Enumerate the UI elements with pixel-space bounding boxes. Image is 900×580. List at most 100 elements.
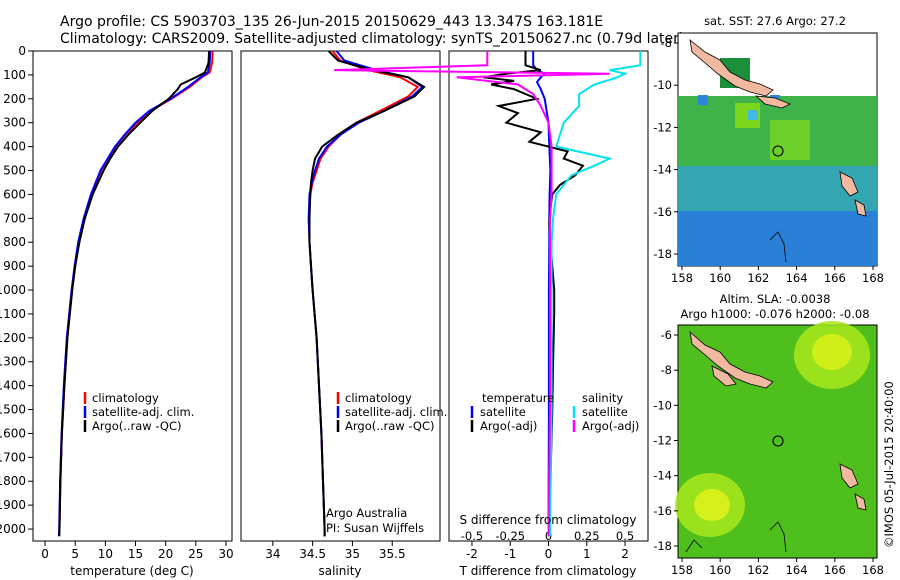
legend-satellite-adj: satellite-adj. clim. bbox=[92, 405, 194, 419]
header-line-1: Argo profile: CS 5903703_135 26-Jun-2015… bbox=[60, 14, 603, 30]
argo-float-marker bbox=[772, 145, 784, 157]
sst-map-title: sat. SST: 27.6 Argo: 27.2 bbox=[704, 14, 846, 28]
lat-tick-label: -10 bbox=[653, 78, 672, 92]
lat-tick-label: -8 bbox=[661, 363, 672, 377]
depth-tick-label: 700 bbox=[3, 211, 26, 225]
series-line-satellite bbox=[307, 50, 425, 537]
lon-tick-label: 168 bbox=[862, 271, 884, 285]
salinity-panel bbox=[240, 50, 441, 542]
salinity-plot: 34 34.5 35 35.5 bbox=[265, 50, 426, 561]
series-line-satellite bbox=[57, 50, 212, 537]
depth-tick-label: 1700 bbox=[0, 450, 26, 464]
lon-tick-label: 168 bbox=[862, 563, 884, 577]
salinity-legend: climatology satellite-adj. clim. Argo(..… bbox=[336, 391, 447, 433]
difference-legend: temperature salinity satellite Argo(-adj… bbox=[470, 391, 639, 433]
depth-tick-label: 1100 bbox=[0, 307, 26, 321]
argo-float-marker bbox=[772, 435, 784, 447]
legend-climatology: climatology bbox=[92, 391, 159, 405]
sla-map-title-2: Argo h1000: -0.076 h2000: -0.08 bbox=[680, 307, 869, 321]
temperature-plot: 0 5 10 15 20 25 30 bbox=[41, 50, 234, 561]
series-line-argo bbox=[483, 51, 585, 537]
temperature-axis-label: temperature (deg C) bbox=[70, 564, 193, 578]
sst-coastline bbox=[754, 95, 791, 109]
sst-coastline bbox=[854, 199, 867, 217]
sla-high-core bbox=[694, 489, 730, 521]
legend-t-satellite: satellite bbox=[480, 405, 526, 419]
sst-coastline bbox=[839, 171, 859, 197]
temperature-panel bbox=[32, 50, 233, 542]
depth-tick-label: 800 bbox=[3, 235, 26, 249]
legend-argo: Argo(..raw -QC) bbox=[345, 419, 435, 433]
legend-s-satellite: satellite bbox=[582, 405, 628, 419]
x-tick-label: 10 bbox=[98, 547, 113, 561]
lon-tick-label: 164 bbox=[786, 271, 808, 285]
sla-coastline bbox=[711, 365, 737, 387]
legend-t-argo: Argo(-adj) bbox=[480, 419, 537, 433]
x-tick-label: 5 bbox=[71, 547, 79, 561]
sla-map bbox=[675, 321, 878, 559]
annotation-argo-australia: Argo Australia bbox=[326, 506, 407, 520]
depth-tick-label: 400 bbox=[3, 140, 26, 154]
sst-coastline bbox=[689, 39, 774, 97]
sla-high-core bbox=[812, 334, 852, 370]
legend-satellite-adj: satellite-adj. clim. bbox=[345, 405, 447, 419]
depth-tick-label: 500 bbox=[3, 164, 26, 178]
series-line-climatology bbox=[58, 50, 214, 537]
depth-tick-label: 1300 bbox=[0, 355, 26, 369]
x-tick-label: -2 bbox=[466, 547, 478, 561]
series-line-argo bbox=[308, 50, 426, 537]
depth-tick-label: 1800 bbox=[0, 474, 26, 488]
annotation-pi: PI: Susan Wijffels bbox=[326, 521, 424, 535]
lon-tick-label: 158 bbox=[671, 563, 693, 577]
x-tick-label: 34.5 bbox=[299, 547, 326, 561]
x-tick-label: 25 bbox=[188, 547, 203, 561]
sst-cool-pixel bbox=[748, 110, 758, 120]
s-tick-label: -0.5 bbox=[461, 529, 483, 543]
depth-tick-label: 1500 bbox=[0, 403, 26, 417]
sla-map-axes: 158 160 162 164 166 168 -6 -8 -10 -12 -14 -16 -18 bbox=[653, 328, 884, 577]
series-line-argo_s bbox=[334, 51, 610, 537]
s-difference-axis-label: S difference from climatology bbox=[460, 513, 637, 527]
series-line-climatology bbox=[307, 50, 420, 537]
x-tick-label: 20 bbox=[158, 547, 173, 561]
lon-tick-label: 164 bbox=[786, 563, 808, 577]
depth-tick-label: 100 bbox=[3, 68, 26, 82]
x-tick-label: 0 bbox=[545, 547, 553, 561]
depth-tick-label: 1600 bbox=[0, 426, 26, 440]
lat-tick-label: -18 bbox=[653, 247, 672, 261]
t-difference-axis-label: T difference from climatology bbox=[459, 564, 637, 578]
legend-s-argo: Argo(-adj) bbox=[582, 419, 639, 433]
x-tick-label: 2 bbox=[621, 547, 629, 561]
s-tick-label: -0.25 bbox=[495, 529, 525, 543]
header-line-2: Climatology: CARS2009. Satellite-adjuste… bbox=[60, 31, 684, 47]
depth-tick-label: 200 bbox=[3, 92, 26, 106]
depth-tick-label: 2000 bbox=[0, 522, 26, 536]
x-tick-label: 1 bbox=[583, 547, 591, 561]
x-tick-label: 0 bbox=[41, 547, 49, 561]
x-tick-label: 35.5 bbox=[379, 547, 406, 561]
depth-axis: 0 100 200 300 400 500 600 700 800 900 1000 1100 1200… bbox=[0, 44, 33, 536]
legend-title-temperature: temperature bbox=[482, 391, 554, 405]
series-line-argo bbox=[58, 50, 211, 537]
lon-tick-label: 160 bbox=[709, 271, 731, 285]
lon-tick-label: 160 bbox=[709, 563, 731, 577]
lat-tick-label: -18 bbox=[653, 539, 672, 553]
sst-map-axes: 158 160 162 164 166 168 -8 -10 -12 -14 -16 -18 bbox=[653, 36, 884, 285]
sla-bathymetry-contour bbox=[685, 539, 703, 553]
depth-tick-label: 1000 bbox=[0, 283, 26, 297]
lat-tick-label: -8 bbox=[661, 36, 672, 50]
x-tick-label: 30 bbox=[218, 547, 233, 561]
sla-map-title-1: Altim. SLA: -0.0038 bbox=[720, 292, 831, 306]
x-tick-label: 15 bbox=[128, 547, 143, 561]
sst-map bbox=[677, 32, 878, 267]
s-tick-label: 0.25 bbox=[574, 529, 600, 543]
sst-field-lower bbox=[678, 211, 877, 266]
x-tick-label: -1 bbox=[504, 547, 516, 561]
imos-credit: ©IMOS 05-Jul-2015 20:40:00 bbox=[882, 381, 896, 548]
legend-climatology: climatology bbox=[345, 391, 412, 405]
lon-tick-label: 166 bbox=[824, 563, 846, 577]
difference-plot: -2 -1 0 1 2-0.5 -0.25 0 0.25 0.5 bbox=[334, 51, 642, 561]
legend-title-salinity: salinity bbox=[582, 391, 623, 405]
sla-coastline bbox=[839, 463, 859, 489]
